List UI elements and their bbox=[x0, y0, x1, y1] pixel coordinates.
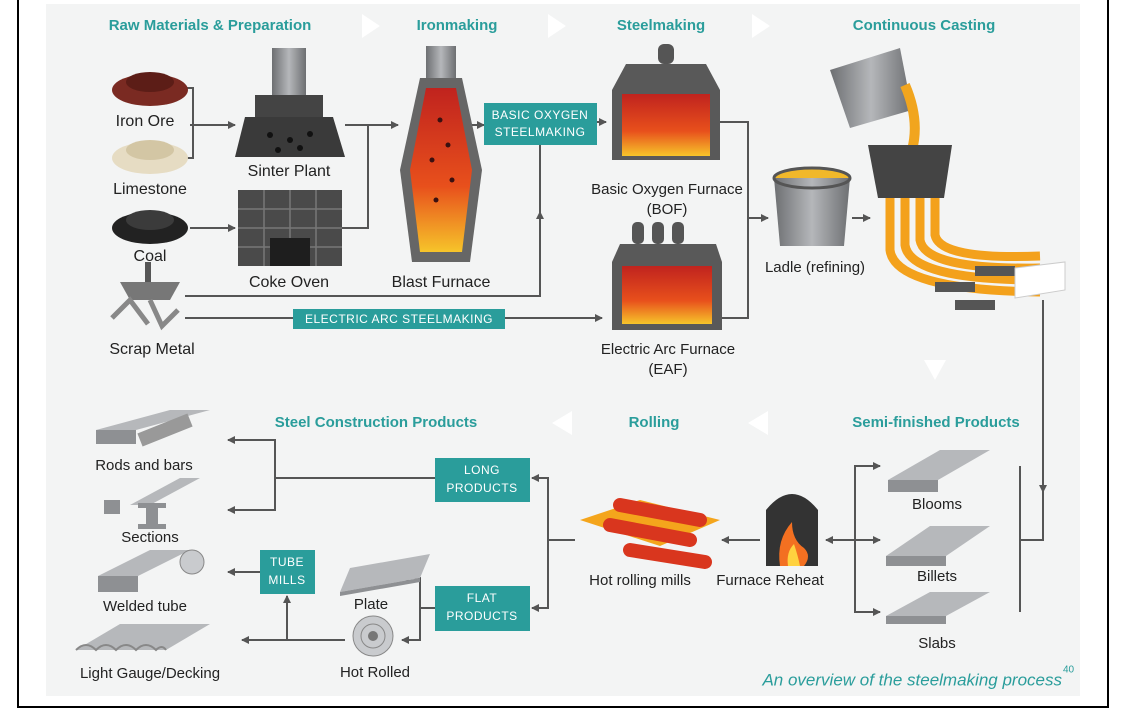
caption-note: 40 bbox=[1063, 665, 1075, 676]
node-label: Coal bbox=[134, 248, 167, 265]
stage-title: Semi-finished Products bbox=[852, 414, 1020, 431]
node-label: Billets bbox=[917, 568, 957, 585]
tag-text: FLAT bbox=[467, 591, 498, 605]
node-label: Light Gauge/Decking bbox=[80, 665, 220, 682]
stage-title: Raw Materials & Preparation bbox=[109, 17, 312, 34]
tag-text: BASIC OXYGEN bbox=[492, 108, 589, 122]
caption: An overview of the steelmaking process bbox=[761, 670, 1062, 689]
node-label: Hot rolling mills bbox=[589, 572, 691, 589]
node-label: Limestone bbox=[113, 181, 187, 198]
node-label: Scrap Metal bbox=[109, 341, 194, 358]
node-label: (EAF) bbox=[648, 361, 687, 378]
node-label: Coke Oven bbox=[249, 274, 329, 291]
node-label: Slabs bbox=[918, 635, 956, 652]
node-label: Hot Rolled bbox=[340, 664, 410, 681]
diagram: Raw Materials & Preparation Ironmaking S… bbox=[0, 0, 1124, 715]
tag-text: PRODUCTS bbox=[446, 609, 517, 623]
icon-ladle bbox=[774, 168, 850, 246]
node-label: Basic Oxygen Furnace bbox=[591, 181, 743, 198]
stage-title: Steel Construction Products bbox=[275, 414, 478, 431]
stage-title: Ironmaking bbox=[417, 17, 498, 34]
tag-text: PRODUCTS bbox=[446, 481, 517, 495]
stage-title: Rolling bbox=[629, 414, 680, 431]
node-label: Sections bbox=[121, 529, 179, 546]
node-label: (BOF) bbox=[647, 201, 688, 218]
tag-text: LONG bbox=[464, 463, 500, 477]
node-label: Rods and bars bbox=[95, 457, 193, 474]
node-label: Blooms bbox=[912, 496, 962, 513]
icon-hot-rolled bbox=[353, 616, 393, 656]
stage-title: Steelmaking bbox=[617, 17, 705, 34]
node-label: Ladle (refining) bbox=[765, 259, 865, 276]
node-label: Iron Ore bbox=[116, 113, 175, 130]
node-label: Furnace Reheat bbox=[716, 572, 824, 589]
node-label: Sinter Plant bbox=[248, 163, 331, 180]
tag-text: MILLS bbox=[268, 573, 305, 587]
tag-text: TUBE bbox=[270, 555, 304, 569]
node-label: Plate bbox=[354, 596, 388, 613]
node-label: Blast Furnace bbox=[392, 274, 491, 291]
icon-furnace-reheat bbox=[766, 494, 818, 566]
node-label: Electric Arc Furnace bbox=[601, 341, 735, 358]
tag-text: ELECTRIC ARC STEELMAKING bbox=[305, 312, 493, 326]
stage-title: Continuous Casting bbox=[853, 17, 996, 34]
icon-coke-oven bbox=[238, 190, 342, 266]
tag-text: STEELMAKING bbox=[495, 125, 586, 139]
node-label: Welded tube bbox=[103, 598, 187, 615]
